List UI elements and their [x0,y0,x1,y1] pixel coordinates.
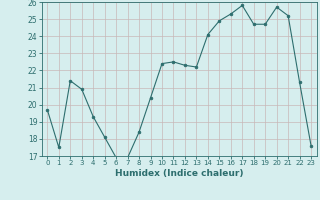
X-axis label: Humidex (Indice chaleur): Humidex (Indice chaleur) [115,169,244,178]
